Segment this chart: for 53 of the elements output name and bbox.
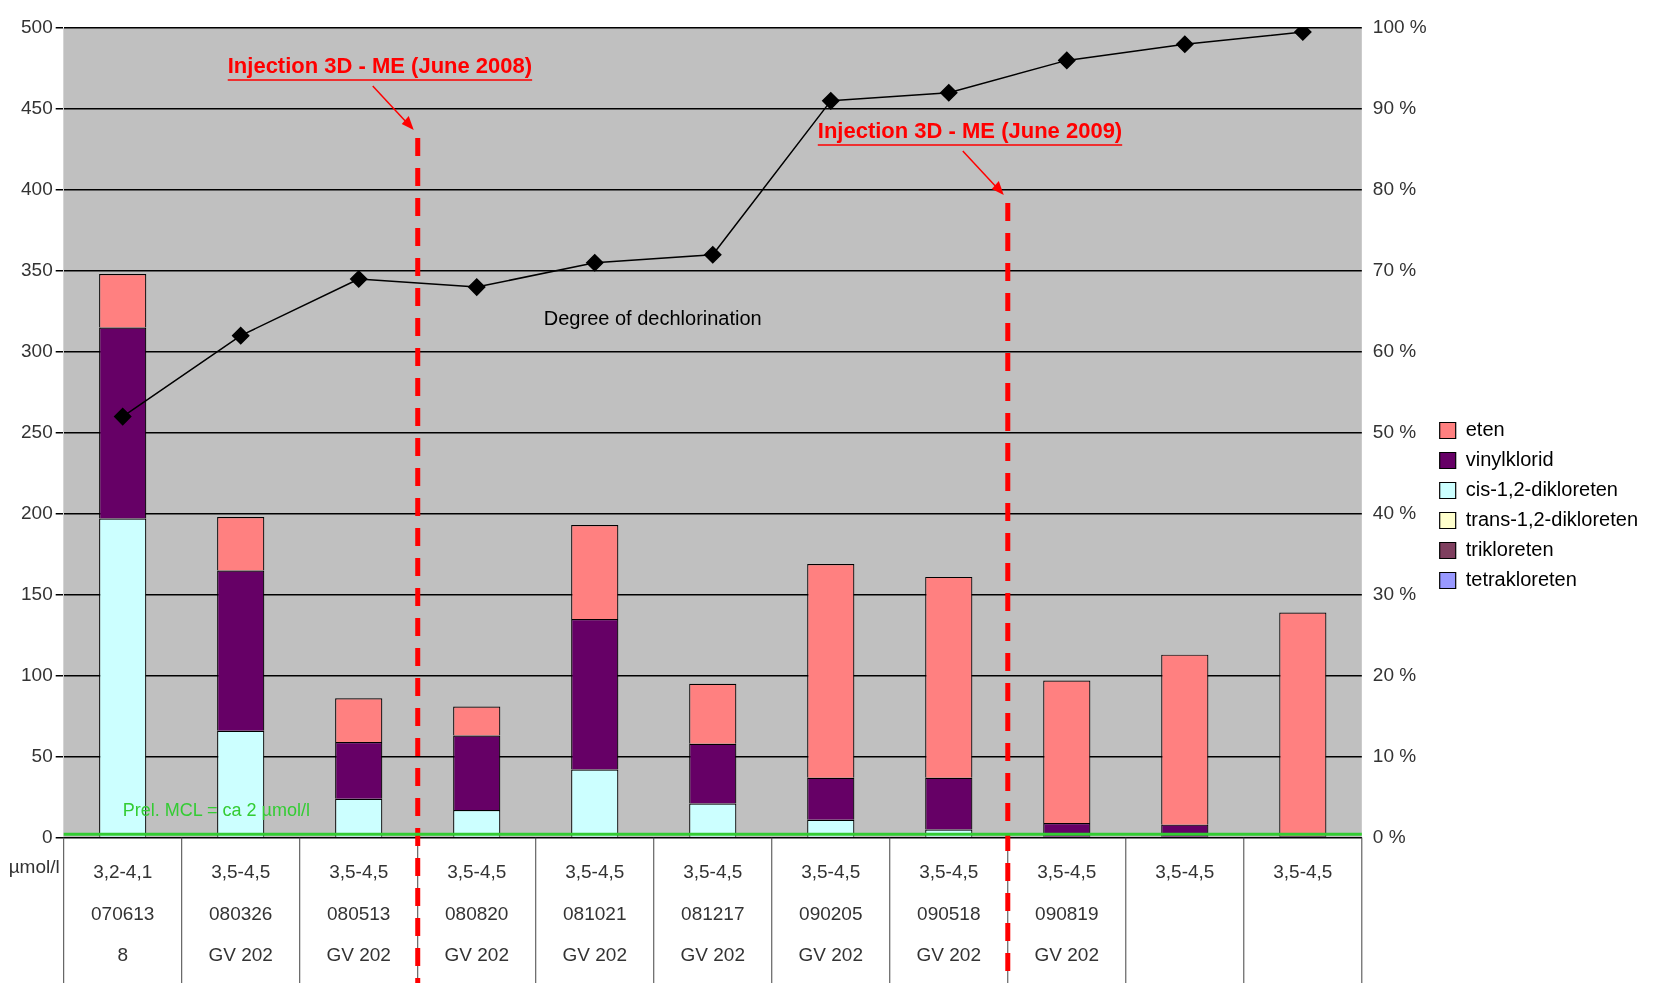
y2-tick-label: 70 %	[1372, 259, 1417, 281]
y2-tick-label: 10 %	[1372, 744, 1417, 766]
point	[586, 254, 604, 272]
point	[1058, 51, 1076, 70]
y-tick-label: 350	[21, 259, 53, 281]
y-tick-label: 50	[31, 744, 53, 766]
legend-label: vinylklorid	[1465, 448, 1554, 471]
y2-tick-label: 60 %	[1372, 340, 1417, 362]
y2-tick-label: 40 %	[1372, 501, 1417, 523]
point	[113, 407, 132, 426]
point	[704, 245, 722, 264]
x-tick-label: 3,5-4,5 080820 GV 202	[444, 860, 509, 966]
legend-label: trikloreten	[1465, 538, 1554, 561]
x-tick-label: 3,5-4,5 080513 GV 202	[326, 860, 391, 966]
y-tick-label: 150	[21, 582, 53, 604]
y-tick-label: 400	[21, 178, 53, 200]
y-tick-label: 250	[21, 421, 53, 443]
annotation: Injection 3D - ME (June 2009)	[817, 118, 1123, 144]
y2-tick-label: 80 %	[1372, 178, 1417, 200]
y-tick-label: 500	[21, 16, 53, 38]
y2-tick-label: 30 %	[1372, 582, 1417, 604]
y-axis-title: µmol/l	[8, 855, 60, 877]
legend-label: cis-1,2-dikloreten	[1465, 478, 1618, 501]
x-tick-label: 3,5-4,5 090819 GV 202	[1034, 860, 1100, 966]
y-tick-label: 300	[21, 340, 53, 362]
y2-tick-label: 50 %	[1372, 421, 1417, 443]
point	[1176, 35, 1194, 53]
point	[467, 278, 486, 296]
x-tick-label: 3,5-4,5 081021 GV 202	[562, 860, 627, 966]
point	[231, 326, 250, 345]
y-tick-label: 100	[21, 663, 53, 685]
x-tick-label: 3,5-4,5 090205 GV 202	[798, 860, 863, 966]
x-tick-label: 3,5-4,5	[1273, 860, 1333, 882]
x-tick-label: 3,2-4,1 070613 8	[91, 860, 155, 966]
y-tick-label: 0	[42, 825, 53, 847]
annotation: Injection 3D - ME (June 2008)	[227, 53, 533, 79]
point	[822, 92, 840, 110]
legend-label: eten	[1465, 418, 1505, 441]
y2-tick-label: 20 %	[1372, 663, 1417, 685]
series-label: Degree of dechlorination	[543, 307, 762, 330]
point	[349, 270, 368, 288]
x-tick-label: 3,5-4,5 081217 GV 202	[680, 860, 745, 966]
y2-tick-label: 0 %	[1372, 825, 1406, 847]
point	[940, 84, 958, 102]
y-tick-label: 200	[21, 501, 53, 523]
y2-tick-label: 100 %	[1372, 16, 1427, 38]
y2-tick-label: 90 %	[1372, 97, 1417, 119]
x-tick-label: 3,5-4,5	[1155, 860, 1215, 882]
legend-label: trans-1,2-dikloreten	[1465, 508, 1639, 531]
legend-label: tetrakloreten	[1465, 568, 1577, 591]
x-tick-label: 3,5-4,5 090518 GV 202	[916, 860, 981, 966]
x-tick-label: 3,5-4,5 080326 GV 202	[208, 860, 273, 966]
y-tick-label: 450	[21, 97, 53, 119]
